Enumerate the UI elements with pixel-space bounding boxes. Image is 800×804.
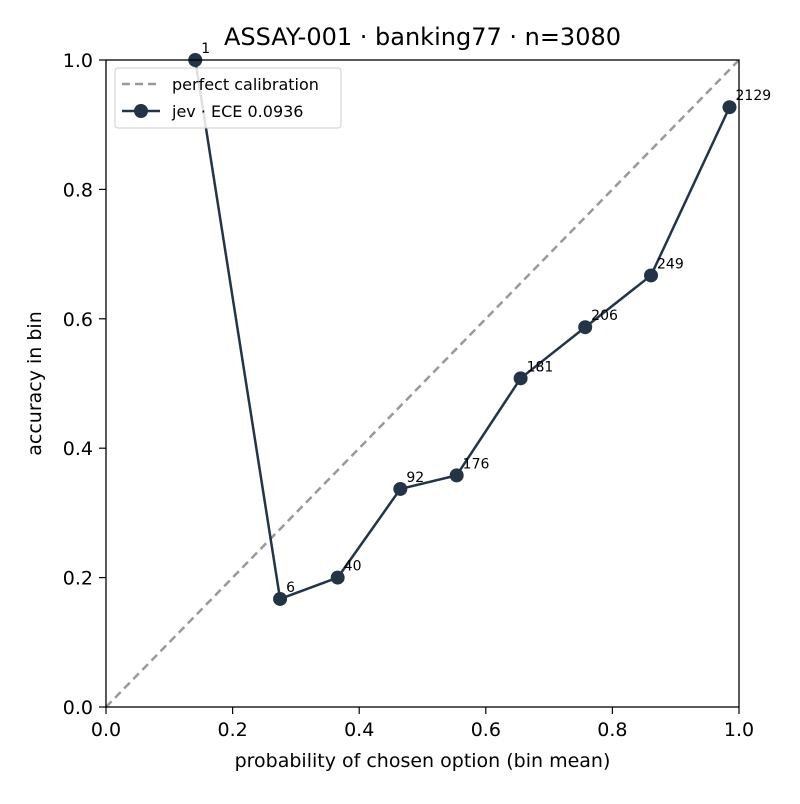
point-count-label: 6 xyxy=(286,580,295,596)
series-layer: 1 6 40 92 176 181 206 249 2129 xyxy=(188,41,771,606)
chart-title: ASSAY-001 · banking77 · n=3080 xyxy=(224,23,621,51)
point-count-label: 1 xyxy=(201,41,210,57)
plot-frame xyxy=(105,59,740,708)
y-tick-label: 0.4 xyxy=(63,438,93,460)
data-point xyxy=(393,481,408,496)
point-count-label: 181 xyxy=(527,359,554,375)
ticks-layer: 0.0 0.2 0.4 0.6 0.8 1.0 0.0 0.2 0.4 0.6 0.8 1.0 xyxy=(63,50,754,741)
reference-layer xyxy=(105,59,740,708)
legend-series-marker xyxy=(134,104,148,118)
perfect-calibration-line xyxy=(105,59,740,708)
y-tick-label: 0.0 xyxy=(63,697,93,719)
legend-box xyxy=(114,67,342,129)
point-count-label: 249 xyxy=(657,256,684,272)
x-tick-label: 0.8 xyxy=(597,719,627,741)
point-count-label: 206 xyxy=(591,308,618,324)
point-count-label: 176 xyxy=(463,456,490,472)
legend-reference-label: perfect calibration xyxy=(172,75,319,94)
y-axis-label: accuracy in bin xyxy=(24,311,46,456)
point-count-label: 2129 xyxy=(736,88,772,104)
legend-series-label: jev · ECE 0.0936 xyxy=(171,102,303,121)
x-axis-label: probability of chosen option (bin mean) xyxy=(235,750,611,772)
x-tick-label: 0.2 xyxy=(217,719,247,741)
x-tick-label: 0.4 xyxy=(344,719,374,741)
x-tick-label: 0.6 xyxy=(471,719,501,741)
y-tick-label: 0.8 xyxy=(63,179,93,201)
y-tick-label: 0.2 xyxy=(63,568,93,590)
data-point xyxy=(578,320,593,335)
y-tick-label: 0.6 xyxy=(63,309,93,331)
point-count-label: 40 xyxy=(344,559,362,575)
y-tick-label: 1.0 xyxy=(63,50,93,72)
data-point xyxy=(722,100,737,115)
data-point xyxy=(449,468,464,483)
data-point xyxy=(513,371,528,386)
legend: perfect calibration jev · ECE 0.0936 xyxy=(114,67,342,129)
data-point xyxy=(644,268,659,283)
point-count-label: 92 xyxy=(406,470,424,486)
x-tick-label: 1.0 xyxy=(724,719,754,741)
x-tick-label: 0.0 xyxy=(91,719,121,741)
data-point xyxy=(273,591,288,606)
data-point xyxy=(330,570,345,585)
